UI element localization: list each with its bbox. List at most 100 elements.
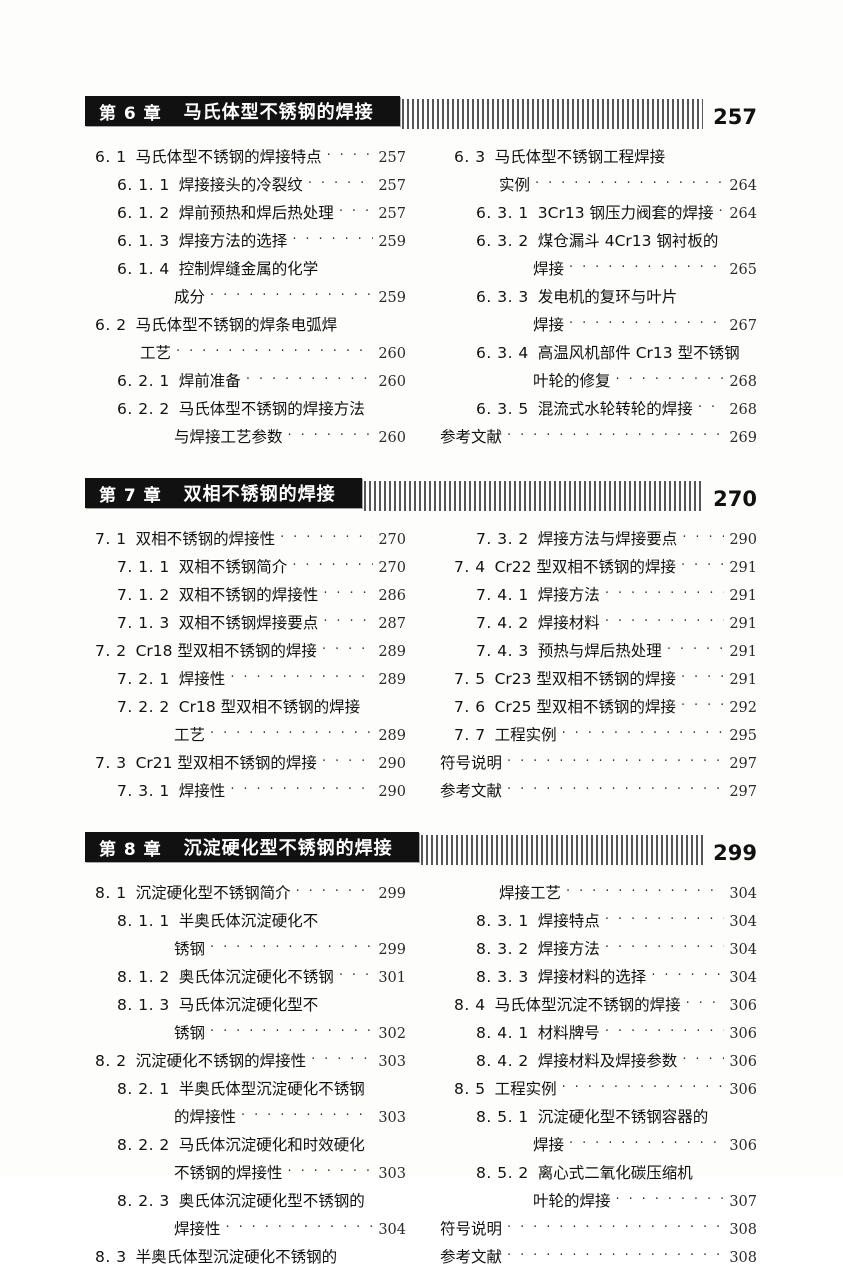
toc-entry-title: 符号说明 — [440, 754, 503, 772]
toc-entry[interactable]: 6. 1. 1 焊接接头的冷裂纹 · · · · · · · · · · · · ·… — [85, 172, 406, 200]
toc-entry[interactable]: 焊接 · · · · · · · · · · · · · · · · · · · … — [436, 312, 757, 340]
toc-entry-title: 半奥氏体型沉淀硬化不锈钢的 — [135, 1248, 338, 1266]
toc-entry[interactable]: 7. 6 Cr25 型双相不锈钢的焊接 · · · · · · · · · · · … — [436, 694, 757, 722]
toc-entry-number: 6. 2. 1 — [117, 372, 170, 390]
toc-entry-title: 混流式水轮转轮的焊接 — [537, 400, 693, 418]
toc-entry-page: 291 — [729, 560, 757, 576]
toc-entry-page: 270 — [378, 560, 406, 576]
toc-entry[interactable]: 7. 4. 3 预热与焊后热处理 · · · · · · · · · · · · ·… — [436, 638, 757, 666]
toc-entry[interactable]: 7. 7 工程实例 · · · · · · · · · · · · · · · · … — [436, 722, 757, 750]
toc-entry[interactable]: 叶轮的焊接 · · · · · · · · · · · · · · · · · ·… — [436, 1188, 757, 1216]
toc-entry[interactable]: 8. 3. 2 焊接方法 · · · · · · · · · · · · · · ·… — [436, 936, 757, 964]
toc-entry[interactable]: 7. 4. 1 焊接方法 · · · · · · · · · · · · · · ·… — [436, 582, 757, 610]
toc-entry[interactable]: 7. 1. 2 双相不锈钢的焊接性 · · · · · · · · · · · · … — [85, 582, 406, 610]
toc-entry-title: 叶轮的焊接 — [533, 1192, 611, 1210]
toc-entry[interactable]: 6. 3. 5 混流式水轮转轮的焊接 · · · · · · · · · · · ·… — [436, 396, 757, 424]
toc-entry[interactable]: 参考文献 · · · · · · · · · · · · · · · · · · … — [436, 778, 757, 806]
toc-entry[interactable]: 焊接工艺 · · · · · · · · · · · · · · · · · · … — [436, 880, 757, 908]
toc-entry[interactable]: 叶轮的修复 · · · · · · · · · · · · · · · · · ·… — [436, 368, 757, 396]
toc-entry[interactable]: 7. 1. 3 双相不锈钢焊接要点 · · · · · · · · · · · · … — [85, 610, 406, 638]
toc-entry[interactable]: 7. 1. 1 双相不锈钢简介 · · · · · · · · · · · · · … — [85, 554, 406, 582]
toc-entry-title: 叶轮的修复 — [533, 372, 611, 390]
toc-entry[interactable]: 7. 5 Cr23 型双相不锈钢的焊接 · · · · · · · · · · · … — [436, 666, 757, 694]
toc-entry-number: 6. 1 — [95, 148, 127, 166]
toc-entry-title: 参考文献 — [440, 428, 503, 446]
toc-entry[interactable]: 7. 3. 2 焊接方法与焊接要点 · · · · · · · · · · · · … — [436, 526, 757, 554]
toc-entry[interactable]: 8. 1. 2 奥氏体沉淀硬化不锈钢 · · · · · · · · · · · ·… — [85, 964, 406, 992]
toc-entry[interactable]: 7. 1 双相不锈钢的焊接性 · · · · · · · · · · · · · ·… — [85, 526, 406, 554]
toc-entry-number: 7. 4. 3 — [476, 642, 529, 660]
toc-entry[interactable]: 6. 1. 2 焊前预热和焊后热处理 · · · · · · · · · · · ·… — [85, 200, 406, 228]
toc-entry[interactable]: 8. 4. 2 焊接材料及焊接参数 · · · · · · · · · · · · … — [436, 1048, 757, 1076]
toc-entry-number: 7. 2. 1 — [117, 670, 170, 688]
toc-entry[interactable]: 焊接 · · · · · · · · · · · · · · · · · · · … — [436, 1132, 757, 1160]
toc-entry[interactable]: 8. 4. 1 材料牌号 · · · · · · · · · · · · · · ·… — [436, 1020, 757, 1048]
toc-entry[interactable]: 8. 3. 1 焊接特点 · · · · · · · · · · · · · · ·… — [436, 908, 757, 936]
toc-entry[interactable]: 7. 2. 1 焊接性 · · · · · · · · · · · · · · · … — [85, 666, 406, 694]
toc-entry[interactable]: 8. 5 工程实例 · · · · · · · · · · · · · · · · … — [436, 1076, 757, 1104]
toc-entry[interactable]: 符号说明 · · · · · · · · · · · · · · · · · · … — [436, 750, 757, 778]
toc-entry[interactable]: 8. 1 沉淀硬化型不锈钢简介 · · · · · · · · · · · · · … — [85, 880, 406, 908]
toc-entry[interactable]: 6. 3. 1 3Cr13 钢压力阀套的焊接 · · · · · · · · · ·… — [436, 200, 757, 228]
toc-entry[interactable]: 8. 4 马氏体型沉淀不锈钢的焊接 · · · · · · · · · · · · … — [436, 992, 757, 1020]
toc-entry-title: 工程实例 — [494, 1080, 557, 1098]
toc-entry[interactable]: 7. 3 Cr21 型双相不锈钢的焊接 · · · · · · · · · · · … — [85, 750, 406, 778]
toc-entry[interactable]: 8. 3. 3 焊接材料的选择 · · · · · · · · · · · · · … — [436, 964, 757, 992]
toc-entry[interactable]: 成分 · · · · · · · · · · · · · · · · · · · … — [85, 284, 406, 312]
toc-entry[interactable]: 6. 1 马氏体型不锈钢的焊接特点 · · · · · · · · · · · · … — [85, 144, 406, 172]
toc-column-left: 7. 1 双相不锈钢的焊接性 · · · · · · · · · · · · · ·… — [85, 526, 406, 806]
toc-entry[interactable]: 6. 1. 3 焊接方法的选择 · · · · · · · · · · · · · … — [85, 228, 406, 256]
toc-entry[interactable]: 参考文献 · · · · · · · · · · · · · · · · · · … — [436, 424, 757, 452]
toc-entry-number: 8. 4. 2 — [476, 1052, 529, 1070]
toc-entry[interactable]: 8. 2 沉淀硬化不锈钢的焊接性 · · · · · · · · · · · · ·… — [85, 1048, 406, 1076]
toc-entry[interactable]: 7. 4 Cr22 型双相不锈钢的焊接 · · · · · · · · · · · … — [436, 554, 757, 582]
chapter-title-bar[interactable]: 第 7 章双相不锈钢的焊接 — [85, 478, 362, 508]
toc-entry[interactable]: 锈钢 · · · · · · · · · · · · · · · · · · · … — [85, 1020, 406, 1048]
toc-entry[interactable]: 焊接性 · · · · · · · · · · · · · · · · · · ·… — [85, 1216, 406, 1244]
toc-entry-number: 6. 1. 3 — [117, 232, 170, 250]
toc-entry[interactable]: 不锈钢的焊接性 · · · · · · · · · · · · · · · · ·… — [85, 1160, 406, 1188]
toc-entry-number: 6. 3. 3 — [476, 288, 529, 306]
toc-entry[interactable]: 工艺 · · · · · · · · · · · · · · · · · · · … — [85, 340, 406, 368]
toc-entry[interactable]: 与焊接工艺参数 · · · · · · · · · · · · · · · · ·… — [85, 424, 406, 452]
toc-entry[interactable]: 工艺 · · · · · · · · · · · · · · · · · · · … — [85, 722, 406, 750]
toc-entry-page: 290 — [729, 532, 757, 548]
toc-entry-title: 离心式二氧化碳压缩机 — [537, 1164, 693, 1182]
chapter-title-bar[interactable]: 第 8 章沉淀硬化型不锈钢的焊接 — [85, 832, 419, 862]
toc-entry[interactable]: 7. 3. 1 焊接性 · · · · · · · · · · · · · · · … — [85, 778, 406, 806]
toc-entry[interactable]: 参考文献 · · · · · · · · · · · · · · · · · · … — [436, 1244, 757, 1272]
toc-leader-dots: · · · · · · · · · · · · · · · · · · · · … — [311, 1052, 373, 1067]
toc-entry-title: 焊接方法 — [537, 940, 600, 958]
toc-entry-title: 焊前预热和焊后热处理 — [178, 204, 334, 222]
toc-entry-title: 奥氏体沉淀硬化型不锈钢的 — [178, 1192, 365, 1210]
chapter-title-bar[interactable]: 第 6 章马氏体型不锈钢的焊接 — [85, 96, 400, 126]
toc-entry[interactable]: 锈钢 · · · · · · · · · · · · · · · · · · · … — [85, 936, 406, 964]
toc-entry-page: 303 — [378, 1110, 406, 1126]
toc-entry[interactable]: 6. 2. 1 焊前准备 · · · · · · · · · · · · · · ·… — [85, 368, 406, 396]
toc-entry-title: 实例 — [499, 176, 531, 194]
toc-entry[interactable]: 实例 · · · · · · · · · · · · · · · · · · · … — [436, 172, 757, 200]
toc-entry[interactable]: 符号说明 · · · · · · · · · · · · · · · · · · … — [436, 1216, 757, 1244]
toc-entry-title: 焊接方法的选择 — [178, 232, 288, 250]
toc-entry[interactable]: 焊接 · · · · · · · · · · · · · · · · · · · … — [436, 256, 757, 284]
toc-entry[interactable]: 的焊接性 · · · · · · · · · · · · · · · · · · … — [85, 1104, 406, 1132]
toc-leader-dots: · · · · · · · · · · · · · · · · · · · · … — [280, 530, 373, 545]
toc-entry[interactable]: 7. 4. 2 焊接材料 · · · · · · · · · · · · · · ·… — [436, 610, 757, 638]
toc-entry[interactable]: 7. 2 Cr18 型双相不锈钢的焊接 · · · · · · · · · · · … — [85, 638, 406, 666]
